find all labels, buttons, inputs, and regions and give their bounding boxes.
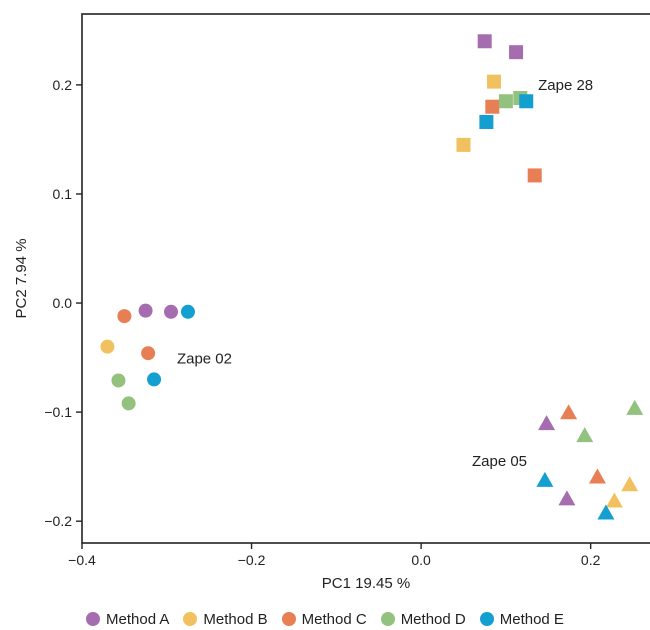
marker-square (487, 74, 502, 89)
marker-square (479, 114, 494, 129)
scatter-plot: −0.4 −0.2 0.0 0.2−0.2−0.10.00.10.2 Zape 28Z… (13, 13, 650, 592)
legend-swatch (183, 612, 198, 626)
marker-square (498, 94, 513, 109)
marker-triangle (558, 490, 576, 506)
marker-square (456, 137, 471, 152)
marker-square (477, 34, 492, 49)
x-tick-label: −0.4 (68, 552, 96, 568)
marker-triangle (536, 471, 554, 487)
cluster-annotation: Zape 02 (177, 351, 232, 368)
y-tick-label: −0.1 (44, 404, 72, 420)
y-tick-label: 0.1 (53, 186, 73, 202)
marker-circle (147, 372, 162, 387)
legend-label: Method E (499, 610, 564, 628)
legend-label: Method C (301, 610, 367, 628)
cluster-annotation: Zape 05 (472, 453, 527, 470)
x-tick-label: 0.2 (581, 552, 601, 568)
x-tick-label: −0.2 (238, 552, 266, 568)
legend-item: Method D (380, 610, 466, 628)
legend-swatch (380, 612, 395, 626)
marker-triangle (538, 415, 556, 431)
marker-triangle (597, 504, 615, 520)
annotations: Zape 28 Zape 02 Zape 05 (177, 77, 593, 470)
marker-circle (164, 304, 179, 319)
marker-triangle (626, 399, 644, 415)
marker-square (485, 99, 500, 114)
plot-frame (81, 13, 650, 544)
marker-square (527, 168, 542, 183)
legend-item: Method E (479, 610, 564, 628)
legend-item: Method B (183, 610, 268, 628)
y-tick-label: 0.0 (53, 295, 73, 311)
legend-swatch (281, 612, 296, 626)
axes: −0.4 −0.2 0.0 0.2 −0.2 −0.1 0.0 0.1 0.2 (44, 13, 650, 568)
legend-label: Method B (203, 610, 268, 628)
x-tick-label: 0.0 (411, 552, 431, 568)
y-axis-label: PC2 7.94 % (13, 238, 30, 318)
marker-circle (138, 303, 153, 318)
marker-triangle (621, 476, 639, 492)
marker-triangle (576, 427, 594, 443)
legend: Method A Method B Method C Method D Method E (0, 608, 650, 630)
legend-swatch (86, 612, 101, 626)
marker-square (509, 45, 524, 60)
data-marks (100, 34, 644, 520)
marker-circle (100, 339, 115, 354)
legend-item: Method A (86, 611, 169, 628)
marker-circle (117, 309, 132, 324)
legend-label: Method D (400, 610, 466, 628)
y-tick-label: −0.2 (44, 513, 72, 529)
marker-circle (141, 346, 156, 361)
marker-circle (111, 373, 126, 388)
marker-circle (180, 304, 195, 319)
marker-triangle (560, 404, 578, 420)
marker-circle (121, 396, 136, 411)
marker-triangle (588, 468, 606, 484)
marker-square (519, 94, 534, 109)
legend-swatch (479, 612, 494, 626)
cluster-annotation: Zape 28 (538, 77, 593, 94)
y-tick-label: 0.2 (53, 77, 73, 93)
marker-triangle (605, 492, 623, 508)
legend-item: Method C (281, 610, 367, 628)
legend-label: Method A (106, 610, 170, 628)
x-axis-label: PC1 19.45 % (322, 575, 410, 592)
